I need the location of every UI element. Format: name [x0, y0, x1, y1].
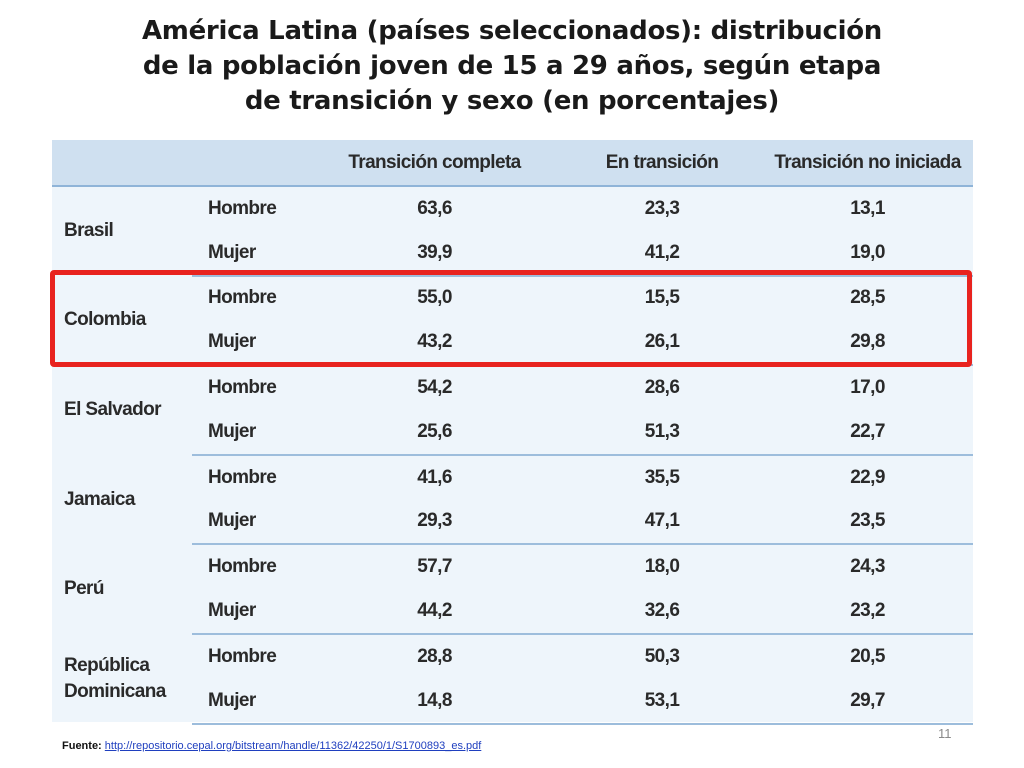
en-transicion-cell: 23,3 — [644, 197, 680, 219]
table-row: Perú Hombre 57,7 18,0 24,3 — [52, 544, 973, 599]
country-cell: Brasil — [52, 186, 192, 276]
country-name-line: República — [64, 654, 150, 676]
table-row: Jamaica Hombre 41,6 35,5 22,9 — [52, 455, 973, 510]
transicion-no-iniciada-cell: 28,5 — [850, 287, 885, 309]
en-transicion-cell: 41,2 — [562, 230, 762, 277]
country-cell: Perú — [52, 544, 192, 634]
transicion-completa-cell: 39,9 — [307, 230, 562, 277]
transicion-completa-cell: 28,8 — [417, 645, 452, 667]
table-row: Colombia Hombre 55,0 15,5 28,5 — [52, 276, 973, 330]
sex-cell: Mujer — [192, 678, 307, 725]
en-transicion-cell: 50,3 — [644, 645, 680, 667]
sex-cell: Hombre — [208, 377, 277, 399]
header-en-transicion: En transición — [562, 140, 762, 187]
table-header-row: Transición completa En transición Transi… — [52, 140, 973, 187]
sex-cell: Mujer — [192, 230, 307, 277]
header-transicion-no-iniciada: Transición no iniciada — [762, 140, 973, 187]
sex-cell: Mujer — [192, 499, 307, 546]
transicion-no-iniciada-cell: 29,8 — [762, 320, 973, 367]
en-transicion-cell: 28,6 — [644, 377, 680, 399]
transicion-no-iniciada-cell: 17,0 — [850, 377, 885, 399]
country-cell: El Salvador — [52, 365, 192, 455]
en-transicion-cell: 51,3 — [562, 409, 762, 456]
transicion-completa-cell: 29,3 — [307, 499, 562, 546]
table-row: Brasil Hombre 63,6 23,3 13,1 — [52, 186, 973, 241]
slide-title: América Latina (países seleccionados): d… — [120, 14, 904, 119]
sex-cell: Hombre — [208, 197, 277, 219]
en-transicion-cell: 32,6 — [562, 589, 762, 635]
table-row: Mujer 14,8 53,1 29,7 — [52, 678, 973, 725]
title-line-2: de la población joven de 15 a 29 años, s… — [142, 51, 882, 81]
transicion-completa-cell: 25,6 — [307, 409, 562, 456]
table-row: Mujer 44,2 32,6 23,2 — [52, 589, 973, 635]
transicion-completa-cell: 55,0 — [417, 287, 452, 309]
sex-cell: Mujer — [192, 320, 307, 367]
table-body: Brasil Hombre 63,6 23,3 13,1 Mujer 39,9 41,2 19,… — [52, 186, 973, 725]
transicion-no-iniciada-cell: 23,2 — [762, 589, 973, 635]
transicion-no-iniciada-cell: 24,3 — [850, 556, 885, 578]
transicion-completa-cell: 57,7 — [417, 556, 452, 578]
source-footnote: Fuente: http://repositorio.cepal.org/bit… — [62, 740, 481, 752]
data-table: Transición completa En transición Transi… — [52, 140, 973, 725]
country-name-line: Dominicana — [64, 680, 166, 702]
table-row: Mujer 25,6 51,3 22,7 — [52, 409, 973, 456]
transicion-no-iniciada-cell: 13,1 — [850, 197, 885, 219]
table-row: República Dominicana Hombre 28,8 50,3 20,5 — [52, 634, 973, 702]
transicion-no-iniciada-cell: 20,5 — [850, 645, 885, 667]
sex-cell: Mujer — [192, 589, 307, 635]
table-row: Mujer 29,3 47,1 23,5 — [52, 499, 973, 546]
sex-cell: Hombre — [208, 556, 277, 578]
table-row: Mujer 43,2 26,1 29,8 — [52, 320, 973, 367]
transicion-completa-cell: 63,6 — [417, 197, 452, 219]
transicion-completa-cell: 44,2 — [307, 589, 562, 635]
en-transicion-cell: 53,1 — [562, 678, 762, 725]
en-transicion-cell: 35,5 — [644, 466, 680, 488]
country-name-line: El Salvador — [64, 398, 161, 420]
en-transicion-cell: 47,1 — [562, 499, 762, 546]
en-transicion-cell: 15,5 — [644, 287, 680, 309]
data-table-container: Transición completa En transición Transi… — [52, 140, 973, 725]
transicion-no-iniciada-cell: 29,7 — [762, 678, 973, 725]
title-line-3: de transición y sexo (en porcentajes) — [244, 86, 780, 116]
source-label: Fuente: — [62, 740, 102, 752]
header-transicion-completa: Transición completa — [307, 140, 562, 187]
transicion-no-iniciada-cell: 22,9 — [850, 466, 885, 488]
transicion-no-iniciada-cell: 19,0 — [762, 230, 973, 277]
table-row: El Salvador Hombre 54,2 28,6 17,0 — [52, 365, 973, 420]
transicion-completa-cell: 14,8 — [307, 678, 562, 725]
en-transicion-cell: 18,0 — [644, 556, 680, 578]
sex-cell: Hombre — [208, 466, 277, 488]
colombia-highlight-box — [50, 270, 972, 367]
header-sex — [192, 140, 307, 187]
sex-cell: Mujer — [192, 409, 307, 456]
transicion-no-iniciada-cell: 22,7 — [762, 409, 973, 456]
transicion-no-iniciada-cell: 23,5 — [762, 499, 973, 546]
sex-cell: Hombre — [208, 645, 277, 667]
country-cell: República Dominicana — [52, 634, 192, 724]
country-cell: Jamaica — [52, 455, 192, 545]
page-number: 11 — [938, 726, 952, 741]
country-name-line: Colombia — [64, 309, 146, 331]
header-country — [52, 140, 192, 187]
transicion-completa-cell: 54,2 — [417, 377, 452, 399]
transicion-completa-cell: 41,6 — [417, 466, 452, 488]
country-name-line: Perú — [64, 578, 104, 600]
country-name-line: Jamaica — [64, 488, 135, 510]
country-cell: Colombia — [52, 276, 192, 366]
country-name-line: Brasil — [64, 220, 114, 242]
sex-cell: Hombre — [208, 287, 277, 309]
source-link[interactable]: http://repositorio.cepal.org/bitstream/h… — [104, 740, 482, 752]
title-line-1: América Latina (países seleccionados): d… — [141, 16, 882, 46]
